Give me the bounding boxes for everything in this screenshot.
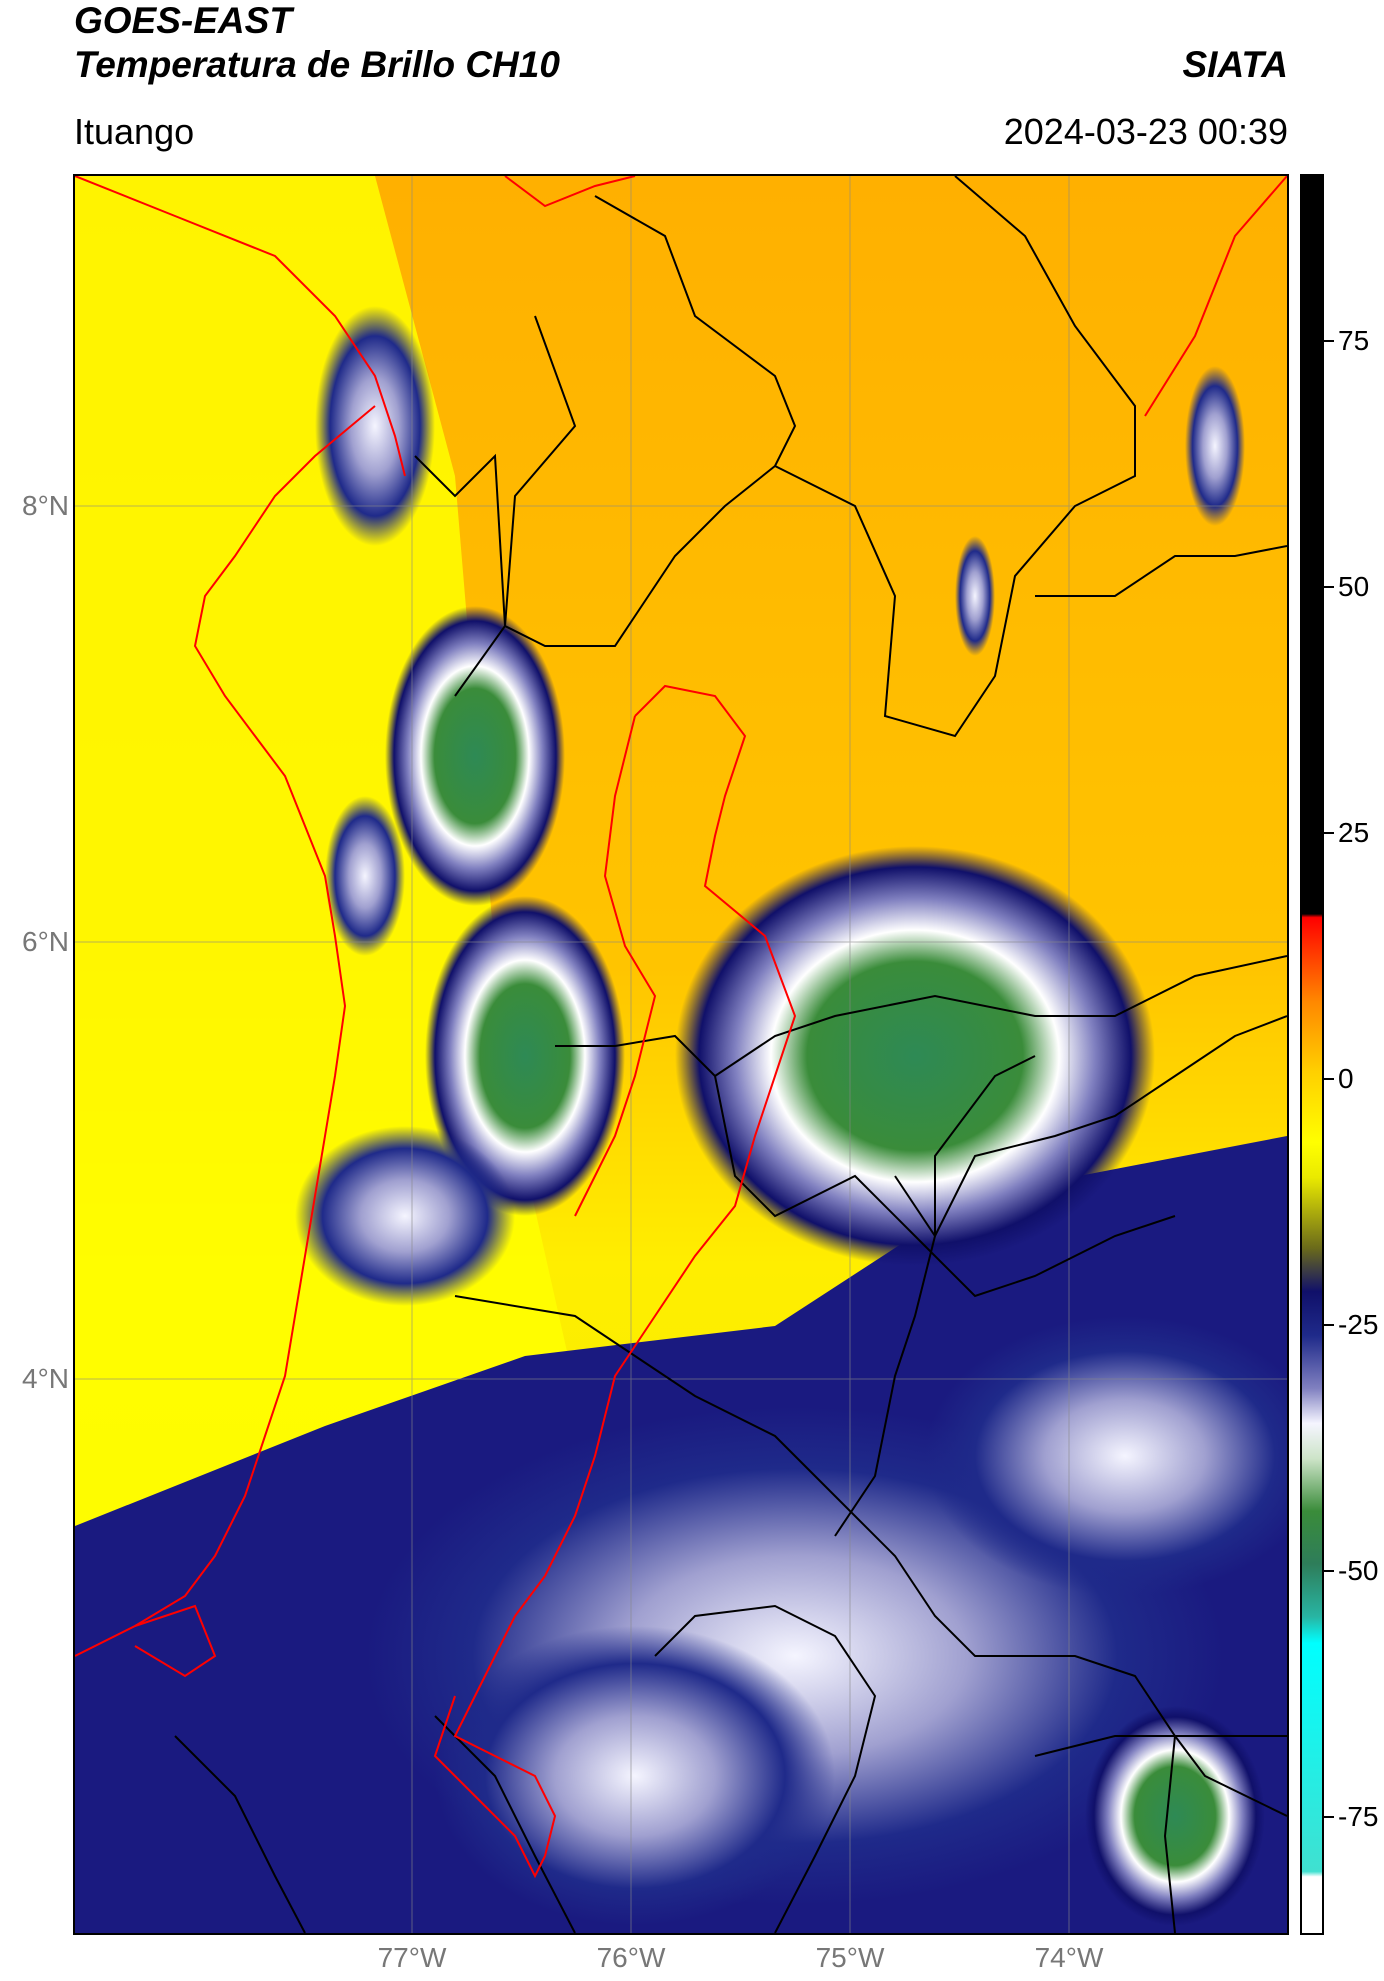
colorbar-tick-label: -75 xyxy=(1338,1800,1379,1832)
brightness-temperature-map xyxy=(73,174,1289,1935)
colorbar xyxy=(1300,174,1324,1935)
lat-label-6n: 6°N xyxy=(22,926,69,957)
datetime-label: 2024-03-23 00:39 xyxy=(1003,111,1288,152)
product-title: Temperatura de Brillo CH10 xyxy=(74,44,560,85)
lat-label-8n: 8°N xyxy=(22,490,69,521)
brand-label: SIATA xyxy=(1182,44,1288,85)
map-canvas xyxy=(75,176,1287,1933)
lat-label-4n: 4°N xyxy=(22,1363,69,1394)
lon-label-76w: 76°W xyxy=(596,1942,666,1973)
lon-label-75w: 75°W xyxy=(815,1942,885,1973)
colorbar-tick-label: 50 xyxy=(1338,571,1370,603)
colorbar-tick-label: -50 xyxy=(1338,1554,1379,1586)
lon-label-74w: 74°W xyxy=(1034,1942,1104,1973)
colorbar-tick-mark xyxy=(1324,832,1334,835)
colorbar-tick-mark xyxy=(1324,340,1334,343)
satellite-title: GOES-EAST xyxy=(74,0,292,41)
lon-label-77w: 77°W xyxy=(377,1942,447,1973)
colorbar-tick-label: 75 xyxy=(1338,325,1370,357)
colorbar-tick-mark xyxy=(1324,1078,1334,1081)
colorbar-tick-label: 25 xyxy=(1338,817,1370,849)
colorbar-tick-label: 0 xyxy=(1338,1063,1354,1095)
colorbar-tick-mark xyxy=(1324,1324,1334,1327)
colorbar-tick-label: -25 xyxy=(1338,1309,1379,1341)
colorbar-tick-mark xyxy=(1324,1569,1334,1572)
colorbar-tick-mark xyxy=(1324,586,1334,589)
location-label: Ituango xyxy=(74,111,195,152)
colorbar-tick-mark xyxy=(1324,1815,1334,1818)
